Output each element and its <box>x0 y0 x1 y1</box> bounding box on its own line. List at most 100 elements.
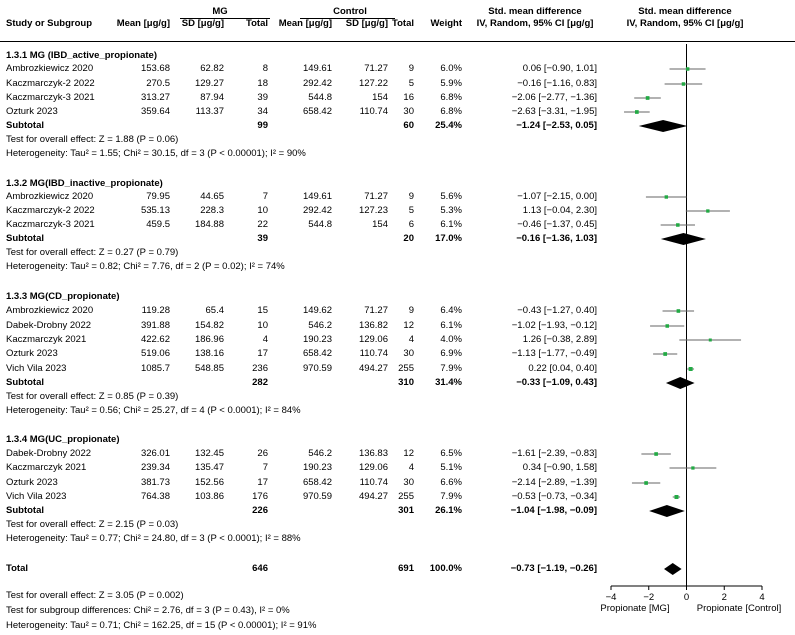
table-cell-mg-total: 8 <box>262 63 268 74</box>
table-cell-mg-total: 22 <box>257 219 268 230</box>
subtotal-c-total: 20 <box>403 233 414 244</box>
table-cell-mg-mean: 764.38 <box>140 491 170 502</box>
table-cell-weight: 5.6% <box>440 191 462 202</box>
subtotal-diamond <box>649 505 685 517</box>
table-cell-c-mean: 190.23 <box>302 462 332 473</box>
footer-test-overall: Test for overall effect: Z = 3.05 (P = 0… <box>6 590 184 601</box>
x-tick-label: 4 <box>759 592 765 603</box>
subtotal-mg-total: 39 <box>257 233 268 244</box>
table-cell-mg-sd: 62.82 <box>200 63 224 74</box>
subtotal-ci-text: −0.16 [−1.36, 1.03] <box>516 233 597 244</box>
table-cell-c-sd: 136.82 <box>358 320 388 331</box>
table-cell-c-mean: 292.42 <box>302 205 332 216</box>
table-cell-ci-text: 0.34 [−0.90, 1.58] <box>522 462 597 473</box>
table-cell-name: Ozturk 2023 <box>6 348 58 359</box>
subtotal-c-total: 310 <box>398 377 414 388</box>
table-cell-c-mean: 546.2 <box>308 448 332 459</box>
table-cell-mg-mean: 422.62 <box>140 334 170 345</box>
table-cell-c-mean: 149.61 <box>302 63 332 74</box>
table-cell-mg-sd: 152.56 <box>194 477 224 488</box>
total-weight: 100.0% <box>429 563 462 574</box>
col-c-mean-header: Mean [μg/g] <box>278 18 332 29</box>
table-cell-c-mean: 658.42 <box>302 106 332 117</box>
table-cell-c-sd: 71.27 <box>364 305 388 316</box>
table-cell-mg-total: 10 <box>257 320 268 331</box>
table-cell-c-mean: 970.59 <box>302 491 332 502</box>
overall-diamond <box>664 563 682 575</box>
table-cell-c-sd: 494.27 <box>358 363 388 374</box>
table-cell-c-mean: 970.59 <box>302 363 332 374</box>
subtotal-diamond <box>665 377 695 389</box>
table-cell-weight: 5.9% <box>440 78 462 89</box>
table-cell-c-sd: 110.74 <box>359 477 388 488</box>
table-cell-weight: 5.3% <box>440 205 462 216</box>
table-cell-mg-total: 39 <box>257 92 268 103</box>
table-cell-c-total: 9 <box>408 63 414 74</box>
study-point <box>645 96 650 100</box>
table-cell-name: Kaczmarczyk-3 2021 <box>6 219 95 230</box>
plot-header-title: Std. mean difference <box>638 6 732 17</box>
total-mg-total: 646 <box>252 563 268 574</box>
table-cell-ci-text: −1.61 [−2.39, −0.83] <box>511 448 597 459</box>
study-point <box>691 466 695 470</box>
table-cell-ci-text: −0.53 [−0.73, −0.34] <box>511 491 597 502</box>
table-cell-mg-sd: 129.27 <box>194 78 224 89</box>
table-cell-mg-mean: 391.88 <box>140 320 170 331</box>
table-cell-name: Kaczmarczyk 2021 <box>6 462 87 473</box>
subtotal-c-total: 301 <box>398 505 414 516</box>
table-cell-mg-mean: 519.06 <box>140 348 170 359</box>
table-cell-c-total: 5 <box>408 205 414 216</box>
table-cell-ci-text: 1.13 [−0.04, 2.30] <box>522 205 597 216</box>
table-cell-mg-mean: 119.28 <box>141 305 170 316</box>
subtotal-label: Subtotal <box>6 120 44 131</box>
table-cell-ci-text: −0.16 [−1.16, 0.83] <box>517 78 597 89</box>
x-tick-label: −4 <box>605 592 617 603</box>
study-point <box>674 495 679 499</box>
table-cell-weight: 6.1% <box>440 320 462 331</box>
table-cell-mg-mean: 1085.7 <box>140 363 170 374</box>
col-c-sd-header: SD [μg/g] <box>345 18 388 29</box>
table-cell-c-sd: 129.06 <box>358 462 388 473</box>
col-c-total-header: Total <box>392 18 414 29</box>
group-mg-label: MG <box>212 6 228 17</box>
table-cell-mg-mean: 381.73 <box>140 477 170 488</box>
table-cell-ci-text: −1.13 [−1.77, −0.49] <box>511 348 597 359</box>
study-point <box>635 110 639 114</box>
table-cell-c-mean: 292.42 <box>302 78 332 89</box>
mg-header-rule <box>180 18 270 19</box>
table-cell-weight: 6.5% <box>440 448 462 459</box>
table-cell-c-total: 30 <box>403 106 414 117</box>
subtotal-diamond <box>638 120 688 132</box>
table-cell-c-total: 12 <box>403 448 414 459</box>
table-cell-mg-sd: 184.88 <box>194 219 224 230</box>
total-c-total: 691 <box>398 563 414 574</box>
table-cell-name: Dabek-Drobny 2022 <box>6 320 92 331</box>
study-point <box>706 209 710 213</box>
table-cell-c-total: 12 <box>403 320 414 331</box>
col-study-header: Study or Subgroup <box>6 18 93 29</box>
study-point <box>685 67 690 71</box>
heterogeneity-text: Heterogeneity: Tau² = 0.77; Chi² = 24.80… <box>6 533 301 544</box>
table-cell-mg-total: 34 <box>257 106 268 117</box>
table-cell-ci-text: 0.06 [−0.90, 1.01] <box>522 63 597 74</box>
table-cell-c-sd: 494.27 <box>358 491 388 502</box>
effect-header-title: Std. mean difference <box>488 6 582 17</box>
table-cell-weight: 6.9% <box>440 348 462 359</box>
table-cell-name: Kaczmarczyk 2021 <box>6 334 87 345</box>
test-overall-effect: Test for overall effect: Z = 0.85 (P = 0… <box>6 391 179 402</box>
x-tick-label: −2 <box>643 592 655 603</box>
subtotal-label: Subtotal <box>6 233 44 244</box>
table-cell-mg-total: 176 <box>252 491 268 502</box>
table-cell-c-mean: 544.8 <box>308 92 332 103</box>
subtotal-weight: 25.4% <box>435 120 462 131</box>
table-cell-weight: 6.1% <box>440 219 462 230</box>
study-point <box>664 195 669 199</box>
total-label: Total <box>6 563 28 574</box>
table-cell-c-total: 30 <box>403 477 414 488</box>
table-cell-mg-sd: 135.47 <box>194 462 224 473</box>
table-cell-mg-total: 15 <box>257 305 268 316</box>
table-cell-ci-text: −2.06 [−2.77, −1.36] <box>511 92 597 103</box>
table-cell-mg-mean: 326.01 <box>140 448 170 459</box>
subtotal-weight: 31.4% <box>435 377 462 388</box>
